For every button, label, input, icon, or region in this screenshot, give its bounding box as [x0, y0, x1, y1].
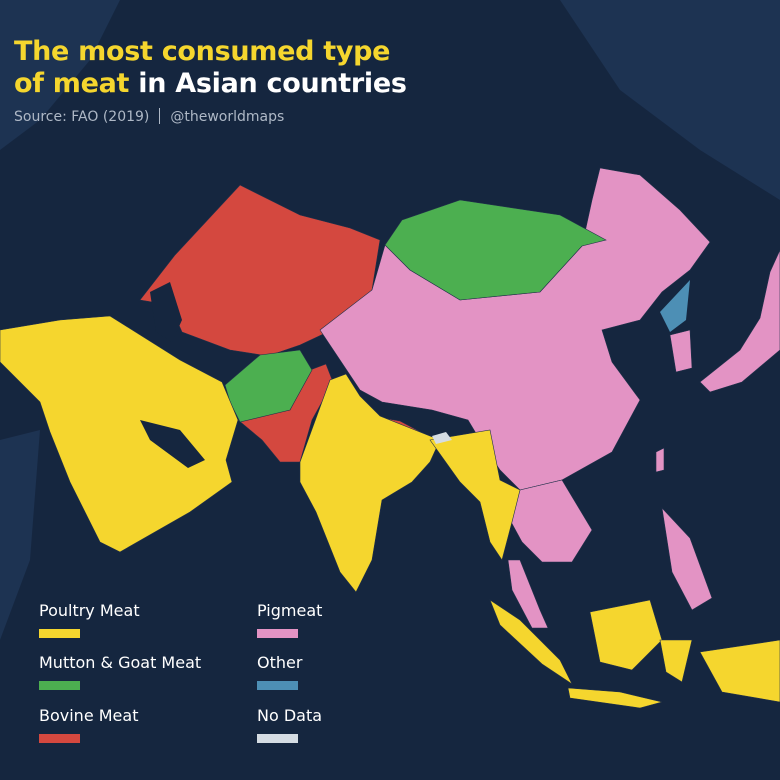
- region-nodata: [432, 432, 452, 444]
- region-poultry: [0, 315, 780, 709]
- malay-peninsula: [507, 559, 549, 629]
- legend-label: Pigmeat: [257, 601, 323, 620]
- legend-label: Poultry Meat: [39, 601, 140, 620]
- title-highlight: of meat: [14, 68, 130, 99]
- legend-item-pigmeat: Pigmeat: [257, 601, 322, 638]
- background-land: [0, 0, 780, 640]
- legend-swatch: [39, 734, 80, 743]
- legend-item-no-data: No Data: [257, 706, 322, 743]
- persian-gulf: [140, 420, 205, 468]
- legend-label: No Data: [257, 706, 323, 725]
- south-korea: [669, 329, 693, 373]
- legend-label: Mutton & Goat Meat: [39, 653, 202, 672]
- legend-item-bovine: Bovine Meat: [39, 706, 138, 743]
- source-text: Source: FAO (2019): [14, 109, 150, 125]
- legend-swatch: [257, 734, 298, 743]
- java: [567, 687, 663, 709]
- middle-east: [0, 315, 239, 553]
- mongolia: [384, 199, 607, 301]
- source-line: Source: FAO (2019) @theworldmaps: [14, 108, 284, 125]
- myanmar: [429, 429, 521, 561]
- legend-label: Bovine Meat: [39, 706, 139, 725]
- sumatra: [489, 599, 573, 685]
- title-rest: in Asian countries: [129, 68, 407, 99]
- caspian-sea: [150, 282, 182, 342]
- legend-swatch: [39, 681, 80, 690]
- borneo: [589, 599, 663, 671]
- legend-item-other: Other: [257, 653, 302, 690]
- legend-swatch: [257, 629, 298, 638]
- divider: [159, 108, 161, 124]
- region-other: [660, 280, 690, 332]
- legend-label: Other: [257, 653, 303, 672]
- legend-item-poultry: Poultry Meat: [39, 601, 140, 638]
- japan: [699, 249, 780, 393]
- page-title: The most consumed type of meat in Asian …: [14, 36, 407, 100]
- philippines: [661, 507, 713, 611]
- north-korea: [660, 280, 690, 332]
- region-pig: [319, 167, 780, 629]
- bhutan: [432, 432, 452, 444]
- india: [299, 373, 441, 593]
- taiwan: [655, 447, 665, 473]
- new-guinea: [699, 639, 780, 703]
- legend-item-mutton: Mutton & Goat Meat: [39, 653, 201, 690]
- water: [140, 282, 205, 468]
- title-line-1: The most consumed type: [14, 36, 391, 67]
- source-handle: @theworldmaps: [170, 109, 285, 125]
- indochina: [509, 479, 593, 563]
- sulawesi: [659, 639, 693, 683]
- legend-swatch: [39, 629, 80, 638]
- legend-swatch: [257, 681, 298, 690]
